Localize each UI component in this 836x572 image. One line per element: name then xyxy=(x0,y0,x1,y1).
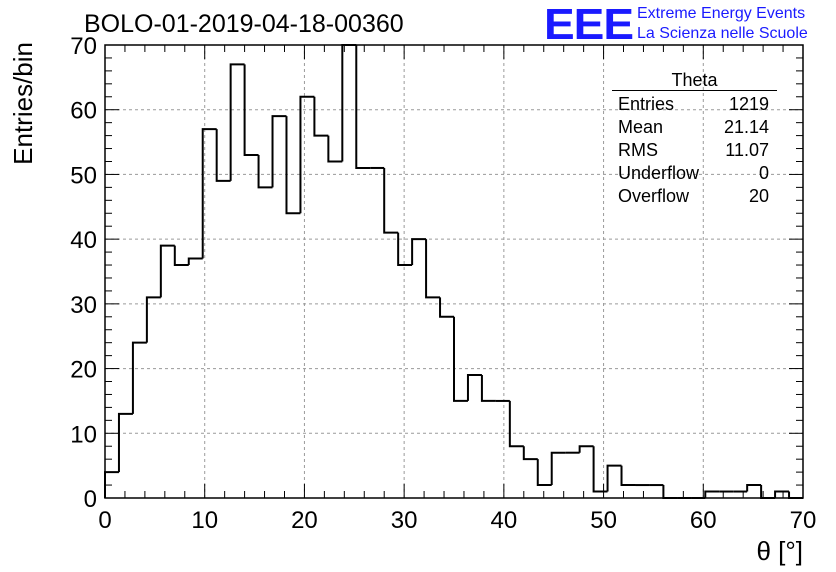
stats-value: 20 xyxy=(748,186,769,206)
y-tick-label: 30 xyxy=(70,292,97,319)
histogram-bin xyxy=(480,375,496,402)
y-tick-label: 50 xyxy=(70,162,97,189)
histogram-bin xyxy=(285,116,301,215)
histogram-bin xyxy=(439,297,454,318)
tick-labels: 0 10 20 30 40 50 60 70 0 10 20 30 40 50 60 70 xyxy=(70,33,816,534)
y-tick-label: 20 xyxy=(70,357,97,384)
x-tick-label: 0 xyxy=(98,507,111,534)
histogram-bin xyxy=(355,45,371,169)
histogram-bin xyxy=(299,95,315,214)
stats-label: Entries xyxy=(618,94,675,114)
x-tick-label: 50 xyxy=(590,507,617,534)
histogram-bin xyxy=(578,445,594,453)
histogram-bin xyxy=(662,485,678,499)
y-tick-label: 10 xyxy=(70,421,97,448)
histogram-bin xyxy=(327,135,343,163)
histogram-bin xyxy=(313,96,329,137)
y-tick-label: 70 xyxy=(70,33,97,60)
plot-border xyxy=(104,44,804,499)
stats-value: 11.07 xyxy=(725,140,769,160)
histogram-bin xyxy=(606,464,622,492)
x-tick-label: 60 xyxy=(690,507,717,534)
histogram-bin xyxy=(187,257,203,266)
y-axis-label: Entries/bin xyxy=(8,42,38,165)
x-tick-label: 10 xyxy=(191,507,218,534)
eee-logo: EEE xyxy=(544,0,634,49)
org-name: Extreme Energy Events xyxy=(637,5,806,22)
stats-box: Theta Entries 1219 Mean 21.14 RMS 11.07 … xyxy=(612,70,777,208)
histogram-bin xyxy=(788,491,803,499)
stats-row-overflow: Overflow 20 xyxy=(612,185,777,208)
org-subtitle: La Scienza nelle Scuole xyxy=(637,25,808,42)
stats-title: Theta xyxy=(612,70,777,91)
axis-ticks xyxy=(104,44,804,499)
histogram-bin xyxy=(704,490,720,498)
x-axis-label: θ [°] xyxy=(756,536,803,566)
stats-value: 0 xyxy=(758,163,769,183)
plot-frame xyxy=(104,44,804,499)
histogram-bin xyxy=(383,167,399,234)
y-tick-label: 0 xyxy=(84,486,97,513)
y-tick-label: 40 xyxy=(70,227,97,254)
histogram-bin xyxy=(550,451,566,486)
histogram-bin xyxy=(159,244,175,298)
histogram-bin xyxy=(774,490,790,498)
stats-row-underflow: Underflow 0 xyxy=(612,162,777,185)
histogram-bin xyxy=(117,412,133,473)
histogram-bin xyxy=(592,446,608,493)
stats-label: Mean xyxy=(618,117,664,137)
x-tick-label: 70 xyxy=(790,507,817,534)
run-title: BOLO-01-2019-04-18-00360 xyxy=(84,10,404,38)
histogram-bin xyxy=(215,129,231,182)
histogram-bin xyxy=(341,44,357,162)
histogram-bin xyxy=(257,155,273,189)
stats-label: RMS xyxy=(618,140,658,160)
histogram-bin xyxy=(271,115,287,188)
histogram-bin xyxy=(131,341,147,414)
histogram-bin xyxy=(453,316,468,402)
histogram-bin xyxy=(201,128,217,259)
histogram-bin xyxy=(522,446,538,461)
x-tick-label: 40 xyxy=(491,507,518,534)
histogram-bin xyxy=(173,245,189,267)
histogram-bin xyxy=(620,465,636,487)
histogram-bin xyxy=(411,238,427,266)
y-tick-label: 60 xyxy=(70,98,97,125)
histogram-bin xyxy=(508,400,524,448)
stats-row-mean: Mean 21.14 xyxy=(612,116,777,139)
histogram-bin xyxy=(536,459,552,487)
histogram-bin xyxy=(466,374,482,401)
stats-row-entries: Entries 1219 xyxy=(612,93,777,116)
histogram-bin xyxy=(397,232,413,267)
histogram-bin xyxy=(145,296,161,343)
histogram-bin xyxy=(243,64,259,157)
x-tick-label: 30 xyxy=(391,507,418,534)
histogram-bin xyxy=(746,484,762,492)
x-tick-label: 20 xyxy=(291,507,318,534)
stats-row-rms: RMS 11.07 xyxy=(612,139,777,162)
stats-value: 21.14 xyxy=(723,117,769,137)
histogram-bin xyxy=(229,63,245,181)
stats-label: Overflow xyxy=(618,186,690,206)
histogram-bin xyxy=(425,239,441,299)
stats-value: 1219 xyxy=(728,94,769,114)
stats-label: Underflow xyxy=(618,163,700,183)
